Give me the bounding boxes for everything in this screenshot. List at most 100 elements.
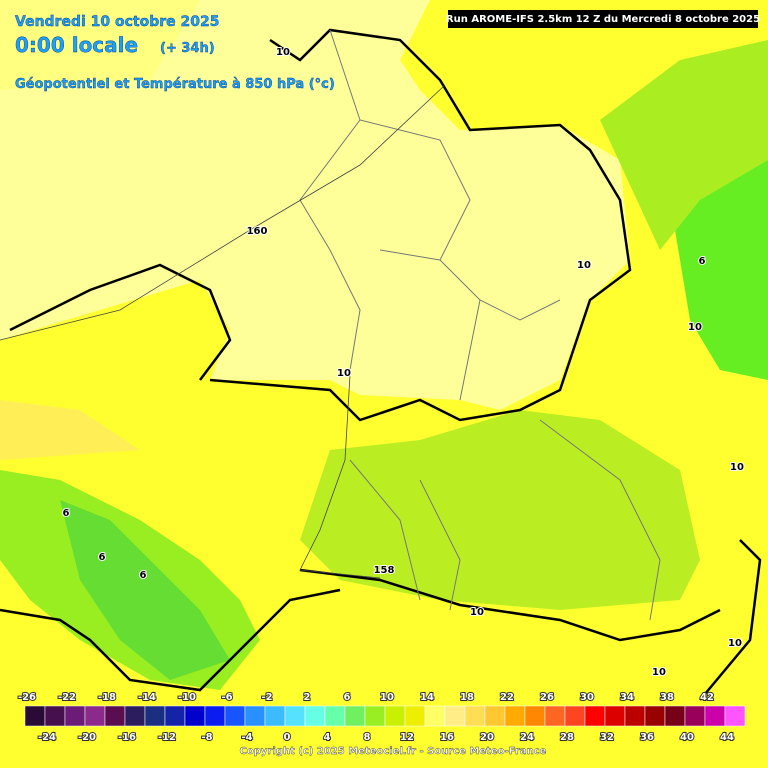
legend-tick-label: 26 [540, 692, 554, 703]
legend-tick-label: 20 [480, 732, 494, 743]
legend-swatch [464, 705, 486, 727]
isohypse [299, 374, 381, 579]
legend-tick-label: -22 [58, 692, 76, 703]
legend-swatch [164, 705, 186, 727]
legend-tick-label: 40 [680, 732, 694, 743]
legend-tick-label: -18 [98, 692, 116, 703]
map-label: 10 [577, 260, 591, 271]
legend-swatch [264, 705, 286, 727]
legend-tick-label: 10 [380, 692, 394, 703]
legend-swatch [44, 705, 66, 727]
legend-swatch [344, 705, 366, 727]
legend-tick-label: 44 [720, 732, 734, 743]
legend-tick-label: -24 [38, 732, 56, 743]
legend-tick-label: -12 [158, 732, 176, 743]
map-label: 10 [276, 47, 290, 58]
legend-tick-label: 24 [520, 732, 534, 743]
legend-swatch [104, 705, 126, 727]
legend-tick-label: 30 [580, 692, 594, 703]
legend-swatch [324, 705, 346, 727]
zone-8 [600, 40, 768, 250]
map-label: 10 [470, 607, 484, 618]
map-label: 10 [337, 368, 351, 379]
forecast-time: 0:00 locale [15, 33, 138, 57]
legend-tick-label: -6 [221, 692, 232, 703]
zone-14 [0, 0, 630, 410]
legend-tick-label: 14 [420, 692, 434, 703]
legend-tick-label: 16 [440, 732, 454, 743]
map-label: 10 [728, 638, 742, 649]
legend-tick-label: 22 [500, 692, 514, 703]
zone-12 [0, 0, 768, 140]
legend-tick-label: 12 [400, 732, 414, 743]
forecast-offset: (+ 34h) [160, 41, 215, 56]
legend-swatch [664, 705, 686, 727]
coastline [0, 28, 762, 701]
legend-swatch [444, 705, 466, 727]
zone-14c [0, 400, 140, 460]
legend-tick-label: 34 [620, 692, 634, 703]
legend-swatch [244, 705, 266, 727]
map-label: 158 [374, 565, 395, 576]
zone-6 [670, 150, 768, 380]
legend-swatch [584, 705, 606, 727]
legend-tick-label: 18 [460, 692, 474, 703]
map-title: Géopotentiel et Température à 850 hPa (°… [15, 77, 335, 92]
legend-swatch [84, 705, 106, 727]
legend-tick-label: 4 [324, 732, 331, 743]
legend-tick-label: -20 [78, 732, 96, 743]
legend-swatch [284, 705, 306, 727]
legend-tick-label: -4 [241, 732, 252, 743]
legend-tick-label: 42 [700, 692, 714, 703]
map-label: 10 [688, 322, 702, 333]
legend-tick-label: -14 [138, 692, 156, 703]
zone-14b [0, 0, 200, 90]
map-label: 160 [247, 226, 268, 237]
legend-swatch [624, 705, 646, 727]
forecast-date: Vendredi 10 octobre 2025 [15, 14, 220, 30]
legend-tick-label: 38 [660, 692, 674, 703]
legend-swatch [484, 705, 506, 727]
isohypse [0, 84, 446, 341]
legend-tick-label: 6 [344, 692, 351, 703]
map-label: 10 [730, 462, 744, 473]
legend-swatch [704, 705, 726, 727]
legend-swatch [604, 705, 626, 727]
legend-swatch [64, 705, 86, 727]
run-box [448, 10, 758, 28]
legend-swatch [404, 705, 426, 727]
legend-tick-label: -2 [261, 692, 272, 703]
legend-tick-label: -10 [178, 692, 196, 703]
legend-swatch [724, 705, 746, 727]
legend-swatch [544, 705, 566, 727]
zone-6b [60, 500, 230, 680]
legend-swatch [564, 705, 586, 727]
legend-tick-label: -8 [201, 732, 212, 743]
legend-swatch [644, 705, 666, 727]
legend-swatch [684, 705, 706, 727]
legend-tick-label: -16 [118, 732, 136, 743]
legend-tick-label: 36 [640, 732, 654, 743]
legend-swatch [424, 705, 446, 727]
legend-tick-label: 32 [600, 732, 614, 743]
legend-tick-label: 8 [364, 732, 371, 743]
run-info: Run AROME-IFS 2.5km 12 Z du Mercredi 8 o… [446, 14, 760, 25]
legend-swatch [504, 705, 526, 727]
legend-swatch [204, 705, 226, 727]
legend-swatch [384, 705, 406, 727]
legend-swatch [24, 705, 46, 727]
legend-swatch [364, 705, 386, 727]
legend-tick-label: -26 [18, 692, 36, 703]
legend-swatch [124, 705, 146, 727]
legend-swatch [224, 705, 246, 727]
map-label: 6 [63, 508, 70, 519]
legend-tick-label: 2 [304, 692, 311, 703]
legend-tick-label: 0 [284, 732, 291, 743]
copyright: Copyright (c) 2025 Meteociel.fr - Source… [240, 746, 547, 757]
map-label: 6 [140, 570, 147, 581]
map-label: 10 [652, 667, 666, 678]
legend-tick-label: 28 [560, 732, 574, 743]
legend-swatch [524, 705, 546, 727]
map-label: 6 [99, 552, 106, 563]
